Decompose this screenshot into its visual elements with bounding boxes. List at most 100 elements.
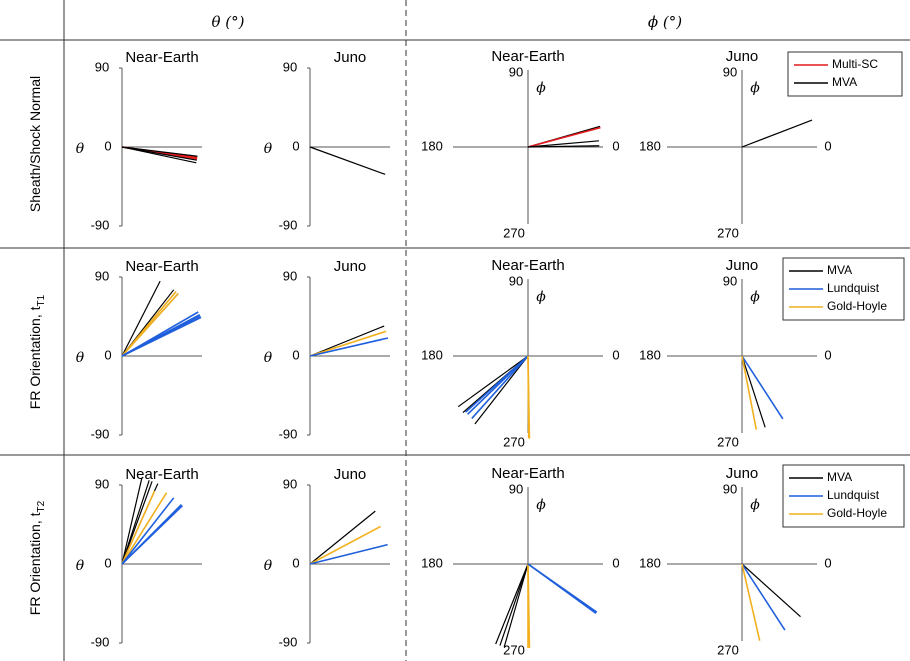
r0-theta-ne-theta-symbol: θ bbox=[76, 141, 85, 157]
r0-phi-ne-label-0: 0 bbox=[612, 138, 619, 153]
r2-phi-juno-label-90: 90 bbox=[723, 481, 737, 496]
row-label-1-text: FR Orientation, t bbox=[27, 306, 43, 409]
r0-phi-juno-label-90: 90 bbox=[723, 64, 737, 79]
r1-phi-juno-label-0: 0 bbox=[824, 347, 831, 362]
r2-phi-ne-line-0 bbox=[503, 563, 529, 648]
r1-legend-label-0: MVA bbox=[827, 263, 852, 277]
r2-phi-ne-label-270: 270 bbox=[503, 642, 525, 657]
r1-theta-juno-tick--90: -90 bbox=[279, 426, 298, 441]
r1-theta-ne-theta-symbol: θ bbox=[76, 350, 85, 366]
r2-phi-juno-label-270: 270 bbox=[717, 642, 739, 657]
r2-theta-ne-tick-90: 90 bbox=[95, 476, 109, 491]
r1-phi-ne-title: Near-Earth bbox=[491, 257, 564, 274]
r2-theta-juno-tick-0: 0 bbox=[292, 555, 299, 570]
r2-theta-ne-title: Near-Earth bbox=[125, 466, 198, 483]
r0-phi-juno-title: Juno bbox=[726, 48, 759, 65]
row-label-2-text: FR Orientation, t bbox=[27, 512, 43, 615]
header-theta: θ (°) bbox=[211, 13, 244, 31]
r1-theta-ne-line-0 bbox=[121, 280, 161, 357]
r2-phi-juno-title: Juno bbox=[726, 465, 759, 482]
r2-phi-ne-title: Near-Earth bbox=[491, 465, 564, 482]
r2-theta-juno-title: Juno bbox=[334, 466, 367, 483]
row-label-2: FR Orientation, tT2 bbox=[27, 500, 47, 615]
r1-theta-juno-line-1 bbox=[309, 330, 387, 357]
r1-theta-ne-tick-90: 90 bbox=[95, 268, 109, 283]
r2-theta-ne-tick-0: 0 bbox=[104, 555, 111, 570]
r0-theta-juno-tick-90: 90 bbox=[283, 59, 297, 74]
r2-theta-ne-line-5 bbox=[121, 492, 168, 565]
r1-theta-ne-line-9 bbox=[121, 316, 202, 357]
r1-phi-juno-label-270: 270 bbox=[717, 434, 739, 449]
r1-phi-ne-line-5 bbox=[471, 355, 529, 419]
r2-phi-ne-line-6 bbox=[527, 563, 597, 615]
r2-phi-juno-phi-symbol: ϕ bbox=[750, 497, 760, 513]
r1-theta-ne-title: Near-Earth bbox=[125, 258, 198, 275]
row-label-1-sub: T1 bbox=[36, 294, 47, 306]
r1-phi-ne-label-180: 180 bbox=[421, 347, 443, 362]
r0-theta-ne-line-4 bbox=[121, 146, 198, 157]
r0-phi-ne-line-3 bbox=[527, 145, 600, 148]
r0-theta-juno-tick-0: 0 bbox=[292, 138, 299, 153]
r2-phi-juno-line-1 bbox=[741, 563, 786, 631]
row-label-2-sub: T2 bbox=[36, 500, 47, 512]
r0-phi-juno-line-0 bbox=[741, 119, 813, 148]
r1-theta-juno-line-2 bbox=[309, 337, 389, 357]
row-label-0: Sheath/Shock Normal bbox=[27, 76, 43, 212]
r1-theta-ne-line-5 bbox=[121, 293, 179, 357]
r0-phi-ne-line-2 bbox=[527, 140, 600, 148]
r1-phi-juno-line-1 bbox=[741, 355, 784, 420]
r1-legend-label-2: Gold-Hoyle bbox=[827, 299, 887, 313]
r1-phi-ne-line-2 bbox=[474, 355, 529, 425]
r1-phi-ne-line-4 bbox=[467, 355, 529, 415]
r2-phi-ne-line-1 bbox=[499, 563, 529, 646]
row-label-0-text: Sheath/Shock Normal bbox=[27, 76, 43, 212]
r2-phi-ne-label-0: 0 bbox=[612, 555, 619, 570]
r1-phi-ne-line-7 bbox=[527, 355, 530, 439]
r2-phi-juno-line-0 bbox=[741, 563, 801, 618]
r2-phi-juno-label-0: 0 bbox=[824, 555, 831, 570]
r1-phi-ne-label-90: 90 bbox=[509, 273, 523, 288]
r2-theta-ne-line-8 bbox=[121, 505, 183, 565]
r1-phi-ne-label-0: 0 bbox=[612, 347, 619, 362]
r1-theta-ne-tick-0: 0 bbox=[104, 347, 111, 362]
r0-phi-juno-label-0: 0 bbox=[824, 138, 831, 153]
r0-phi-juno-phi-symbol: ϕ bbox=[750, 80, 760, 96]
r1-phi-juno-phi-symbol: ϕ bbox=[750, 289, 760, 305]
r0-theta-juno-title: Juno bbox=[334, 49, 367, 66]
r1-theta-juno-tick-90: 90 bbox=[283, 268, 297, 283]
r0-phi-ne-line-1 bbox=[527, 126, 601, 148]
r1-theta-ne-tick--90: -90 bbox=[91, 426, 110, 441]
r0-theta-juno-theta-symbol: θ bbox=[264, 141, 273, 157]
r2-theta-juno-tick-90: 90 bbox=[283, 476, 297, 491]
r2-phi-juno-line-2 bbox=[741, 563, 761, 641]
r2-theta-juno-line-2 bbox=[309, 543, 388, 565]
r2-theta-ne-tick--90: -90 bbox=[91, 634, 110, 649]
r1-phi-juno-label-90: 90 bbox=[723, 273, 737, 288]
r2-theta-ne-theta-symbol: θ bbox=[76, 558, 85, 574]
r1-legend-label-1: Lundquist bbox=[827, 281, 880, 295]
r1-theta-juno-theta-symbol: θ bbox=[264, 350, 273, 366]
r0-theta-juno-line-0 bbox=[309, 146, 386, 175]
r1-phi-juno-title: Juno bbox=[726, 257, 759, 274]
r0-phi-juno-label-270: 270 bbox=[717, 225, 739, 240]
r1-theta-juno-tick-0: 0 bbox=[292, 347, 299, 362]
r2-theta-ne-line-0 bbox=[121, 478, 143, 565]
r2-phi-ne-label-90: 90 bbox=[509, 481, 523, 496]
r2-theta-ne-line-4 bbox=[121, 490, 156, 565]
r0-theta-ne-title: Near-Earth bbox=[125, 49, 198, 66]
r1-phi-juno-line-2 bbox=[741, 355, 758, 430]
r0-phi-ne-title: Near-Earth bbox=[491, 48, 564, 65]
r0-phi-ne-phi-symbol: ϕ bbox=[536, 80, 546, 96]
r2-phi-ne-label-180: 180 bbox=[421, 555, 443, 570]
r2-phi-ne-phi-symbol: ϕ bbox=[536, 497, 546, 513]
r2-theta-juno-tick--90: -90 bbox=[279, 634, 298, 649]
r2-legend-label-1: Lundquist bbox=[827, 488, 880, 502]
r2-legend-label-0: MVA bbox=[827, 470, 852, 484]
r2-legend-label-2: Gold-Hoyle bbox=[827, 506, 887, 520]
r1-phi-ne-label-270: 270 bbox=[503, 434, 525, 449]
r0-phi-ne-label-270: 270 bbox=[503, 225, 525, 240]
r0-phi-ne-label-90: 90 bbox=[509, 64, 523, 79]
r0-legend-label-0: Multi-SC bbox=[832, 57, 878, 71]
r2-theta-juno-line-0 bbox=[309, 510, 376, 565]
